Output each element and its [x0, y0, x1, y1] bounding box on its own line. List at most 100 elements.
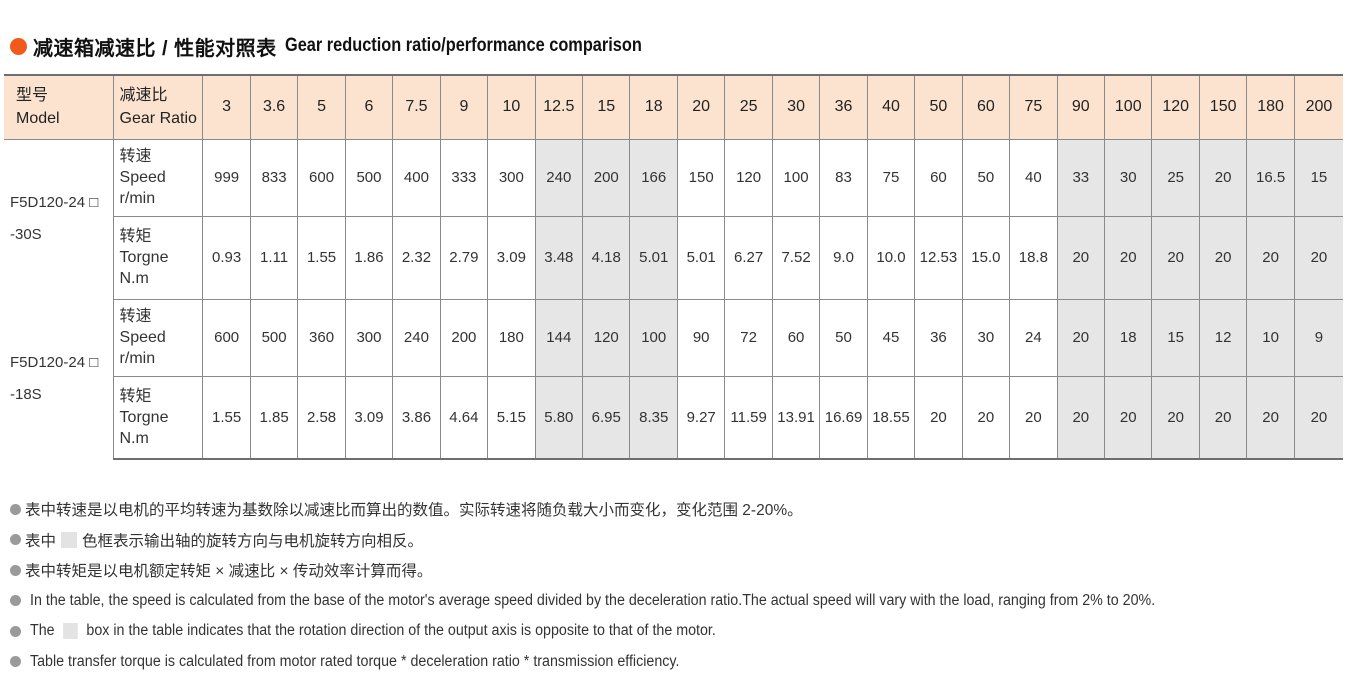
header-ratio-en: Gear Ratio	[119, 110, 197, 128]
note-text: 色框表示输出轴的旋转方向与电机旋转方向相反。	[82, 532, 424, 550]
table-header-row: 型号 Model 减速比 Gear Ratio 3 3.6 5 6 7.5 9 10 12.5…	[4, 74, 1343, 140]
table-row-torque: 转矩 Torgne N.m 1.55 1.85 2.58 3.09 3.86 4.64 5.15 5…	[4, 376, 1343, 460]
model-name-line2: -30S	[10, 226, 42, 244]
torque-value-cell: 20	[1104, 376, 1152, 460]
speed-value-cell: 500	[249, 299, 298, 377]
speed-value-cell: 300	[344, 299, 393, 377]
speed-value-cell: 150	[676, 139, 725, 217]
header-ratio-value: 120	[1151, 74, 1200, 140]
speed-value-cell: 75	[866, 139, 915, 217]
note-item: 表中 色框表示输出轴的旋转方向与电机旋转方向相反。	[10, 525, 1253, 556]
torque-value-cell: 3.09	[487, 216, 536, 300]
speed-value-cell: 40	[1009, 139, 1058, 217]
orange-dot-icon	[10, 37, 27, 55]
torque-value-cell: 5.01	[676, 216, 725, 300]
speed-value-cell: 166	[629, 139, 678, 217]
note-text: In the table, the speed is calculated fr…	[30, 591, 1156, 609]
speed-value-cell: 833	[249, 139, 298, 217]
note-text: Table transfer torque is calculated from…	[30, 652, 680, 670]
torque-value-cell: 5.01	[629, 216, 678, 300]
title-chinese: 减速箱减速比 / 性能对照表	[33, 37, 277, 60]
torque-label-unit: N.m	[119, 429, 149, 447]
speed-value-cell: 360	[297, 299, 346, 377]
speed-label-en: Speed	[119, 329, 166, 346]
torque-value-cell: 20	[1293, 216, 1343, 300]
torque-label-cn: 转矩	[119, 228, 152, 245]
speed-value-cell: 50	[961, 139, 1010, 217]
torque-value-cell: 1.55	[202, 376, 251, 460]
torque-value-cell: 4.64	[439, 376, 488, 460]
header-ratio-value: 6	[344, 74, 393, 140]
torque-value-cell: 5.15	[487, 376, 536, 460]
note-item: 表中转速是以电机的平均转速为基数除以减速比而算出的数值。实际转速将随负载大小而变…	[10, 494, 1253, 525]
header-ratio-value: 18	[629, 74, 678, 140]
torque-value-cell: 2.32	[392, 216, 441, 300]
speed-value-cell: 9	[1293, 299, 1343, 377]
torque-value-cell: 20	[1151, 376, 1200, 460]
gear-ratio-table: 型号 Model 减速比 Gear Ratio 3 3.6 5 6 7.5 9 10 12.5…	[4, 74, 1343, 460]
header-ratio-value: 10	[487, 74, 536, 140]
header-model-en: Model	[16, 110, 60, 128]
speed-value-cell: 333	[439, 139, 488, 217]
header-ratio-value: 7.5	[392, 74, 441, 140]
speed-value-cell: 200	[439, 299, 488, 377]
speed-value-cell: 999	[202, 139, 251, 217]
speed-label-en: Speed	[119, 169, 166, 186]
speed-value-cell: 240	[392, 299, 441, 377]
torque-label-en: Torgne	[119, 249, 169, 266]
model-cell: F5D120-24 □ -18S	[4, 299, 113, 459]
speed-value-cell: 25	[1151, 139, 1200, 217]
notes-list: 表中转速是以电机的平均转速为基数除以减速比而算出的数值。实际转速将随负载大小而变…	[10, 494, 1253, 677]
speed-value-cell: 60	[914, 139, 963, 217]
torque-value-cell: 11.59	[724, 376, 773, 460]
speed-value-cell: 400	[392, 139, 441, 217]
speed-label-cell: 转速 Speed r/min	[112, 299, 203, 377]
table-row-torque: 转矩 Torgne N.m 0.93 1.11 1.55 1.86 2.32 2.79 3.09 3…	[4, 216, 1343, 300]
torque-value-cell: 9.27	[676, 376, 725, 460]
torque-value-cell: 1.11	[249, 216, 298, 300]
speed-value-cell: 12	[1198, 299, 1247, 377]
table-row-speed: F5D120-24 □ -30S 转速 Speed r/min 999 833 600 500 4…	[4, 139, 1343, 243]
torque-value-cell: 20	[1009, 376, 1058, 460]
note-item: Table transfer torque is calculated from…	[10, 647, 1253, 678]
header-ratio-value: 60	[961, 74, 1010, 140]
header-ratio-cell: 减速比 Gear Ratio	[112, 74, 203, 140]
speed-value-cell: 50	[819, 299, 868, 377]
torque-value-cell: 0.93	[202, 216, 251, 300]
torque-label-unit: N.m	[119, 270, 149, 287]
speed-value-cell: 36	[914, 299, 963, 377]
speed-value-cell: 30	[1104, 139, 1152, 217]
torque-value-cell: 20	[1056, 376, 1105, 460]
torque-value-cell: 12.53	[914, 216, 963, 300]
bullet-icon	[10, 534, 21, 546]
torque-value-cell: 2.79	[439, 216, 488, 300]
note-item: 表中转矩是以电机额定转矩 × 减速比 × 传动效率计算而得。	[10, 555, 1253, 586]
bullet-icon	[10, 564, 21, 576]
speed-value-cell: 240	[534, 139, 583, 217]
header-ratio-value: 90	[1056, 74, 1105, 140]
bullet-icon	[10, 625, 21, 637]
note-text: 表中转矩是以电机额定转矩 × 减速比 × 传动效率计算而得。	[25, 563, 433, 581]
header-model-cn: 型号	[16, 87, 49, 105]
header-ratio-value: 3	[202, 74, 251, 140]
header-ratio-value: 20	[676, 74, 725, 140]
torque-value-cell: 4.18	[582, 216, 630, 300]
speed-value-cell: 15	[1151, 299, 1200, 377]
torque-label-cell: 转矩 Torgne N.m	[112, 216, 203, 300]
bullet-icon	[10, 503, 21, 515]
torque-label-cell: 转矩 Torgne N.m	[112, 376, 203, 460]
header-ratio-value: 180	[1246, 74, 1295, 140]
header-ratio-value: 50	[914, 74, 963, 140]
model-name-line1: F5D120-24 □	[10, 354, 99, 371]
speed-value-cell: 16.5	[1246, 139, 1295, 217]
torque-value-cell: 18.55	[866, 376, 915, 460]
speed-value-cell: 72	[724, 299, 773, 377]
torque-value-cell: 20	[914, 376, 963, 460]
speed-value-cell: 33	[1056, 139, 1105, 217]
bullet-icon	[10, 595, 21, 607]
speed-value-cell: 45	[866, 299, 915, 377]
header-ratio-value: 75	[1009, 74, 1058, 140]
torque-value-cell: 7.52	[771, 216, 820, 300]
header-ratio-value: 5	[297, 74, 346, 140]
torque-value-cell: 20	[1246, 376, 1295, 460]
